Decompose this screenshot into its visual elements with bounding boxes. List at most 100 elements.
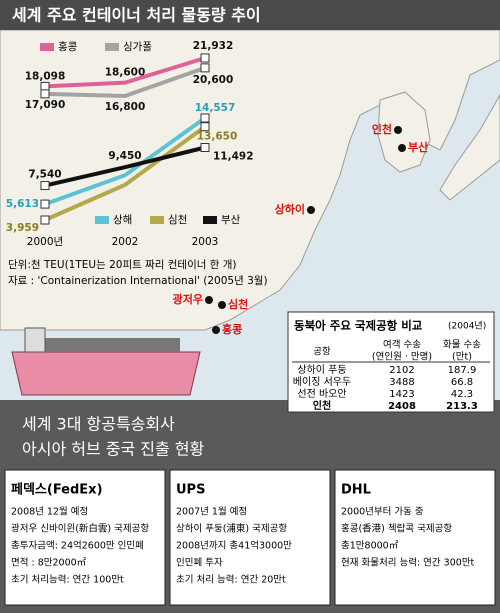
- city-dot: [205, 296, 213, 304]
- table-header: (연인원 · 만명): [372, 352, 432, 363]
- company-box: [334, 469, 496, 606]
- city-label: 광저우: [173, 292, 203, 306]
- legend-label: 홍콩: [58, 40, 78, 53]
- data-label: 20,600: [193, 74, 234, 86]
- company-line: 2008년 12월 예정: [11, 506, 88, 518]
- legend-swatch: [40, 43, 54, 51]
- table-header: 여객 수송: [383, 339, 421, 351]
- x-tick-label: 2003: [192, 236, 219, 248]
- city-dot: [398, 144, 406, 152]
- table-title: 동북아 주요 국제공항 비교: [294, 319, 423, 333]
- x-tick-label: 2000년: [27, 236, 63, 248]
- data-label: 14,557: [195, 102, 236, 114]
- unit-note: 단위:천 TEU(1TEU는 20피트 짜리 컨테이너 한 개): [8, 258, 237, 271]
- city-label: 홍콩: [222, 322, 242, 336]
- city-label: 부산: [408, 140, 428, 154]
- point-marker: [40, 81, 50, 91]
- legend-label: 심천: [168, 214, 187, 226]
- series-line: [44, 65, 206, 99]
- company-name: DHL: [341, 483, 371, 498]
- series-line: [44, 125, 207, 222]
- legend-swatch: [150, 216, 164, 224]
- source: 자료 : 'Containerization International' (2…: [8, 275, 268, 287]
- company-line: 상하이 푸둥(浦東) 국제공항: [176, 523, 287, 535]
- city-label: 상하이: [275, 202, 305, 216]
- data-label: 17,090: [25, 99, 66, 111]
- legend-swatch: [95, 216, 109, 224]
- company-line: 면적 : 8만2000㎡: [11, 557, 87, 569]
- city-dot: [212, 326, 220, 334]
- data-label: 13,650: [197, 131, 238, 143]
- korea-land: [377, 91, 431, 173]
- china-land: [0, 29, 500, 331]
- table-header: 공항: [313, 347, 331, 358]
- company-name: UPS: [176, 483, 205, 498]
- company-line: 홍콩(香港) 첵랍콕 국제공항: [341, 523, 452, 535]
- data-label: 16,800: [105, 101, 146, 113]
- city-label: 인천: [372, 122, 392, 136]
- data-label: 21,932: [193, 40, 234, 52]
- city-dot: [394, 126, 402, 134]
- company-line: 2007년 1월 예정: [176, 506, 247, 518]
- data-label: 18,098: [25, 70, 66, 82]
- point-marker: [200, 122, 210, 132]
- japan-land: [439, 93, 500, 201]
- company-line: 2008년까지 총41억3000만: [176, 540, 292, 552]
- legend-label: 싱가폴: [123, 41, 152, 53]
- company-line: 총투자금액: 24억2600만 인민폐: [11, 540, 144, 552]
- legend-label: 상해: [113, 213, 132, 226]
- data-label: 7,540: [28, 169, 61, 181]
- table-cell: 상하이 푸둥: [297, 363, 346, 376]
- table-cell: 2408: [388, 401, 416, 412]
- legend-label: 부산: [221, 214, 241, 226]
- point-marker: [200, 63, 210, 73]
- company-line: 2000년부터 가동 중: [341, 507, 424, 518]
- point-marker: [200, 53, 210, 63]
- table-cell: 1423: [389, 389, 414, 400]
- table-cell: 2102: [389, 365, 414, 376]
- company-line: 초기 처리능력: 연간 100만t: [11, 574, 124, 586]
- section-title: 아시아 허브 중국 진출 현황: [22, 440, 205, 459]
- data-label: 5,613: [6, 198, 39, 210]
- point-marker: [200, 113, 210, 123]
- airport-table: 동북아 주요 국제공항 비교 (2004년) 공항 여객 수송(연인원 · 만명) 화물…: [287, 311, 495, 413]
- data-label: 3,959: [6, 222, 39, 234]
- point-marker: [40, 199, 50, 209]
- company-box: [169, 469, 331, 606]
- point-marker: [40, 215, 50, 225]
- data-label: 9,450: [108, 150, 141, 162]
- city-dot: [307, 206, 315, 214]
- table-cell: 213.3: [446, 401, 478, 412]
- company-line: 광저우 신바이윈(新白雲) 국제공항: [11, 523, 149, 535]
- data-label: 18,600: [105, 67, 146, 79]
- company-line: 현재 화물처리 능력: 연간 300만t: [341, 557, 475, 569]
- series-line: [44, 116, 207, 206]
- table-header: 화물 수송: [443, 340, 481, 351]
- table-header: (만t): [452, 352, 472, 363]
- section-title: 세계 3대 항공특송회사: [22, 415, 175, 434]
- data-label: 11,492: [213, 150, 254, 162]
- table-cell: 42.3: [451, 389, 473, 400]
- table-cell: 3488: [389, 377, 414, 388]
- table-cell: 66.8: [451, 377, 473, 388]
- title-bar: [0, 0, 500, 30]
- company-line: 총1만8000㎡: [341, 541, 399, 552]
- company-name: 페덱스(FedEx): [11, 482, 103, 498]
- point-marker: [200, 142, 210, 152]
- point-marker: [40, 181, 50, 191]
- table-cell: 선전 바오안: [297, 388, 346, 400]
- title: 세계 주요 컨테이너 처리 물동량 추이: [12, 6, 261, 25]
- table-year: (2004년): [448, 321, 486, 332]
- table-cell: 베이징 서우두: [293, 376, 351, 388]
- company-box: [4, 469, 166, 606]
- point-marker: [40, 89, 50, 99]
- city-dot: [218, 301, 226, 309]
- table-cell: 인천: [313, 399, 331, 412]
- legend-swatch: [203, 216, 217, 224]
- legend-swatch: [105, 43, 119, 51]
- company-line: 초기 처리 능력: 연간 20만t: [176, 574, 286, 586]
- company-line: 인민폐 투자: [176, 557, 223, 569]
